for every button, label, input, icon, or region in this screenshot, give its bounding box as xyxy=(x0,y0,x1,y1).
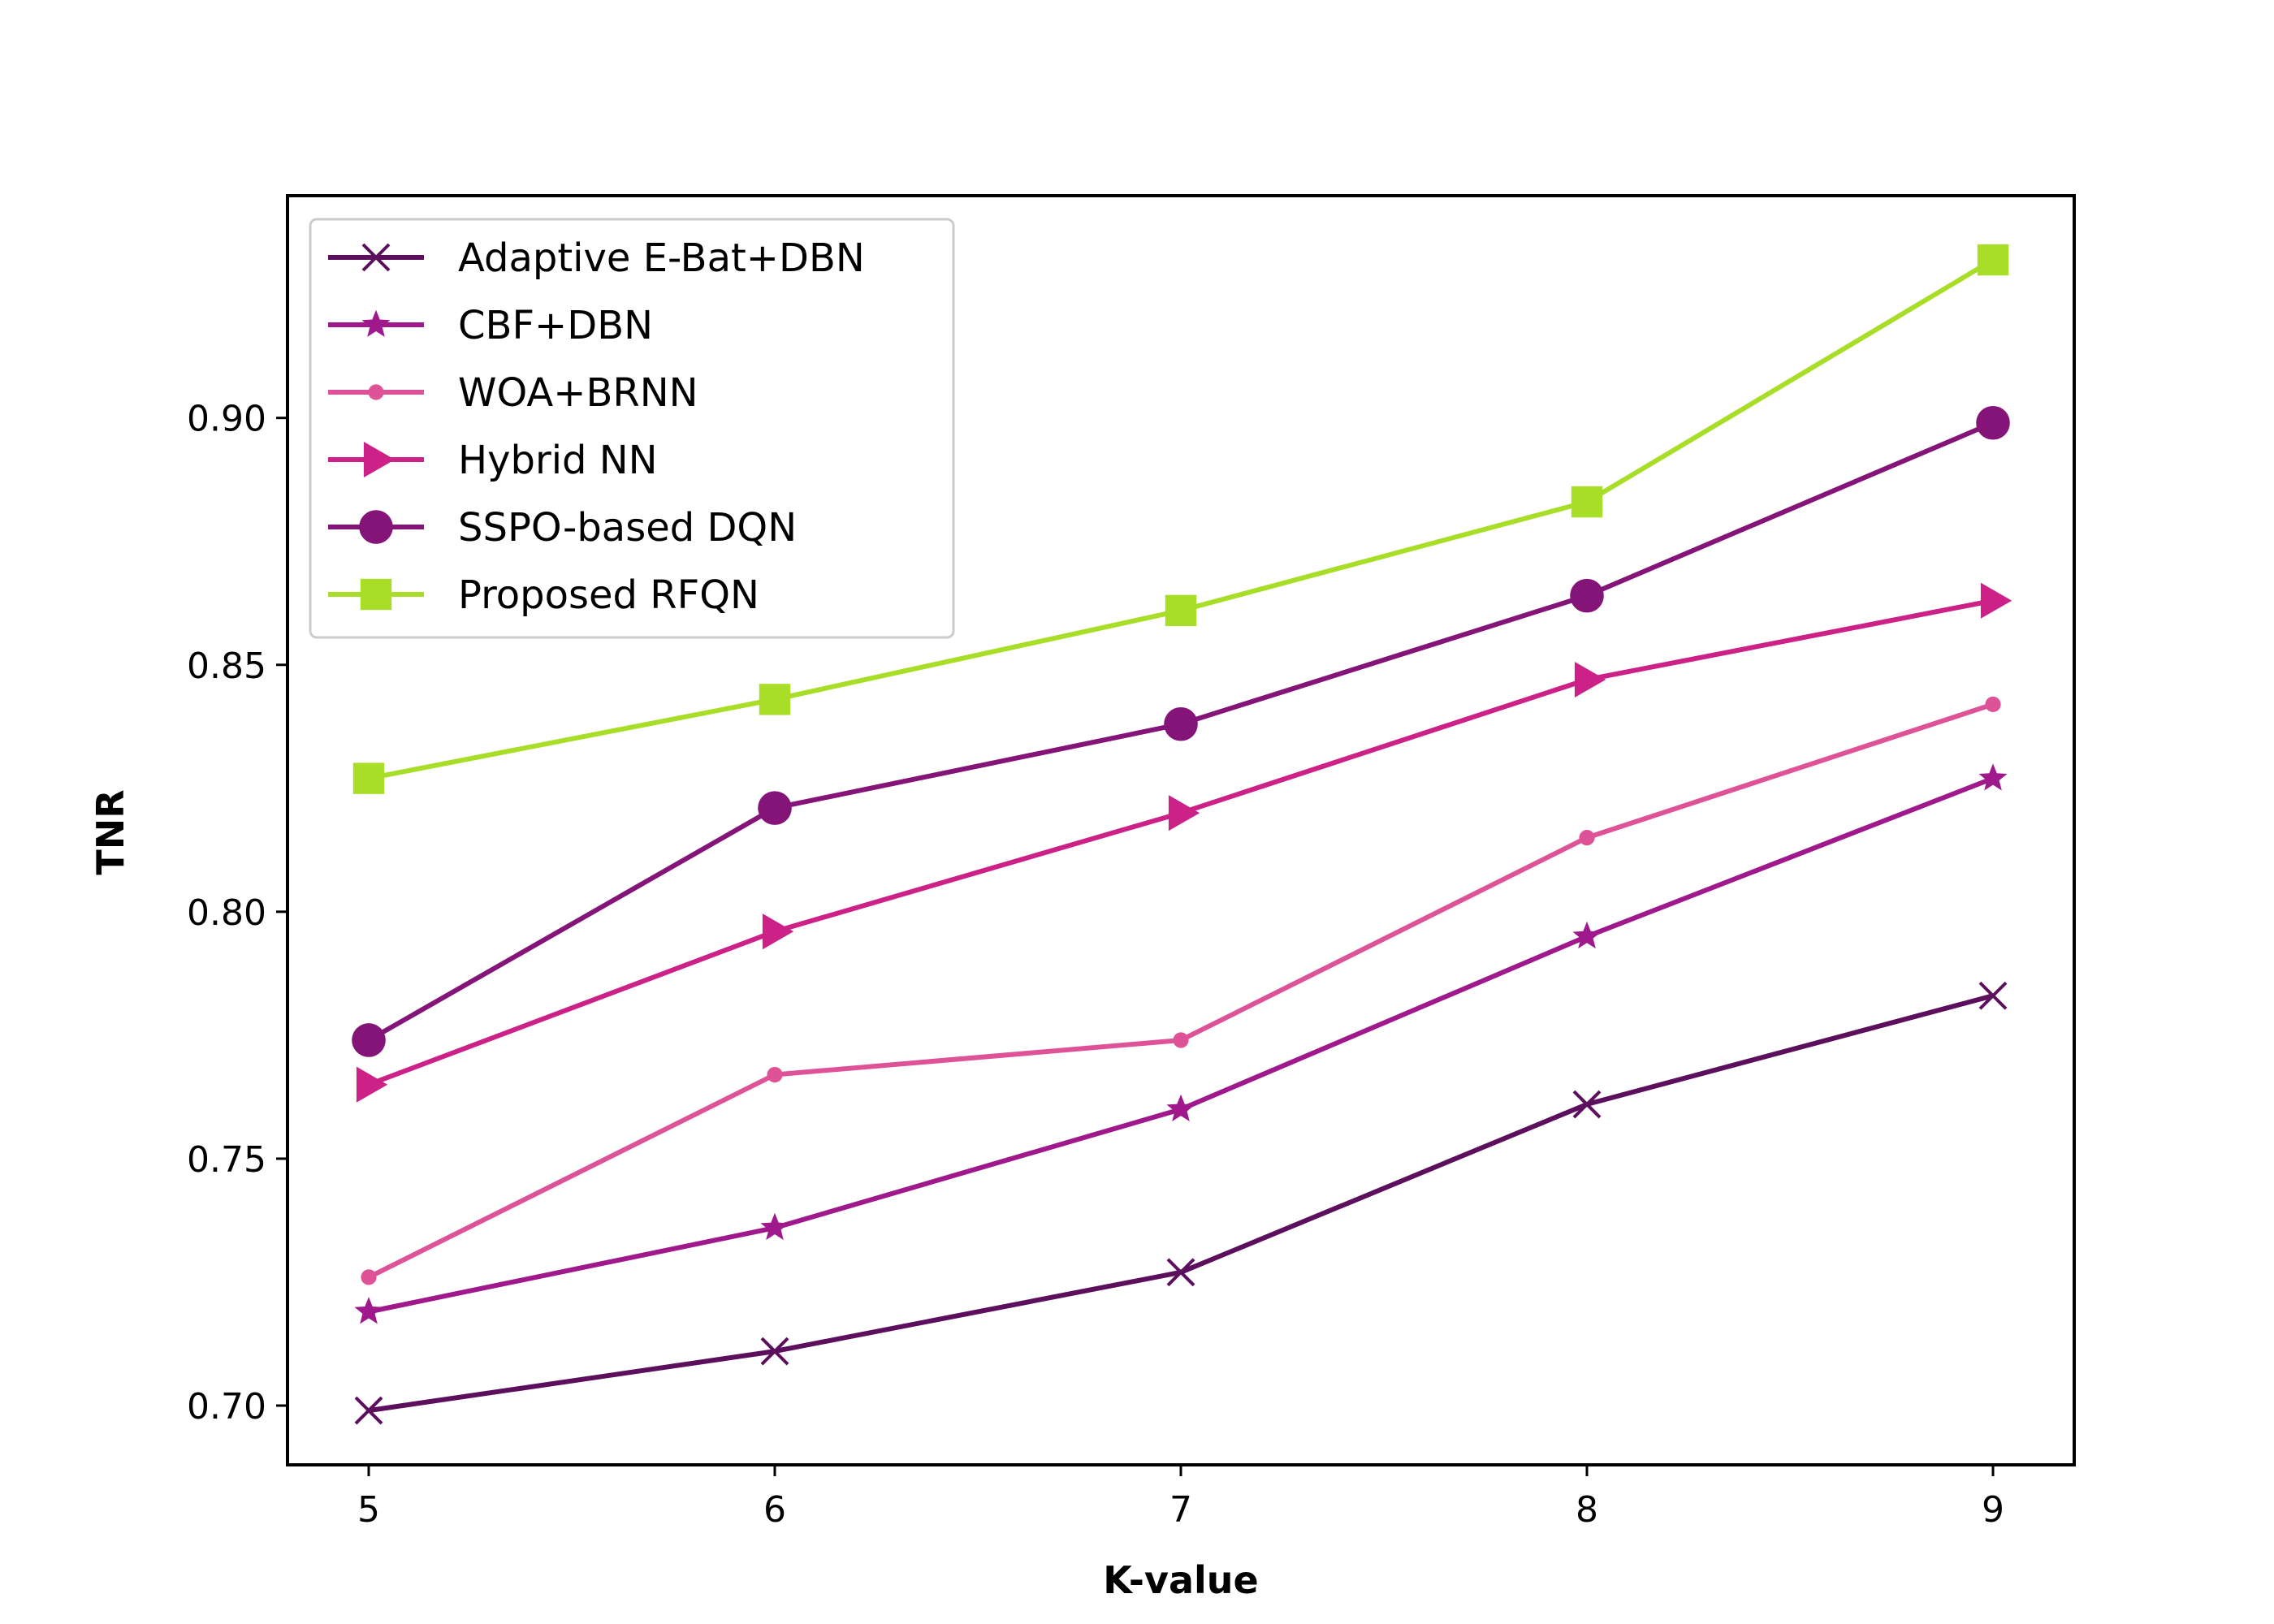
x-tick-label: 7 xyxy=(1169,1489,1192,1531)
series-hybrid-nn xyxy=(356,582,2012,1103)
data-point-proposed-rfqn-5 xyxy=(352,762,385,794)
legend-item-cbf-dbn: CBF+DBN xyxy=(328,303,653,348)
series-adaptive-e-bat-dbn xyxy=(354,981,2008,1425)
legend-label: CBF+DBN xyxy=(458,303,653,348)
data-point-sspo-based-dqn-9 xyxy=(1976,405,2010,440)
data-point-sspo-based-dqn-8 xyxy=(1570,578,1604,613)
series-proposed-rfqn xyxy=(352,244,2009,794)
data-point-hybrid-nn-9 xyxy=(1980,582,2012,619)
data-point-hybrid-nn-5 xyxy=(356,1066,388,1103)
data-point-hybrid-nn-8 xyxy=(1574,661,1606,698)
y-tick-label: 0.80 xyxy=(187,892,266,934)
data-point-woa-brnn-8 xyxy=(1579,830,1595,846)
data-point-proposed-rfqn-8 xyxy=(1571,486,1603,518)
legend-label: Proposed RFQN xyxy=(458,572,759,618)
x-tick-label: 8 xyxy=(1576,1489,1598,1531)
series-woa-brnn xyxy=(361,696,2001,1285)
data-point-woa-brnn-5 xyxy=(361,1269,377,1285)
data-point-cbf-dbn-9 xyxy=(1978,763,2008,791)
data-point-proposed-rfqn-7 xyxy=(1165,594,1197,627)
series-sspo-based-dqn xyxy=(352,405,2010,1057)
y-tick-label: 0.85 xyxy=(187,646,266,687)
series-cbf-dbn xyxy=(354,763,2008,1324)
x-axis-label: K-value xyxy=(1103,1558,1258,1602)
legend-marker xyxy=(361,243,391,272)
data-point-cbf-dbn-7 xyxy=(1166,1094,1195,1121)
data-point-cbf-dbn-6 xyxy=(760,1212,789,1240)
data-point-adaptive-e-bat-dbn-8 xyxy=(1572,1090,1602,1119)
legend-marker xyxy=(360,578,392,611)
axis-ticks: 5 6 7 8 9 0.70 0.75 0.80 0.85 0.90 xyxy=(187,399,2004,1531)
y-axis-label: TNR xyxy=(89,789,132,875)
y-tick-label: 0.70 xyxy=(187,1386,266,1427)
data-point-woa-brnn-9 xyxy=(1985,696,2001,713)
data-point-adaptive-e-bat-dbn-7 xyxy=(1166,1258,1195,1287)
legend-label: Hybrid NN xyxy=(458,438,658,483)
legend-label: Adaptive E-Bat+DBN xyxy=(458,235,865,281)
data-point-woa-brnn-7 xyxy=(1173,1032,1189,1048)
data-point-proposed-rfqn-6 xyxy=(759,684,791,715)
legend-item-proposed-rfqn: Proposed RFQN xyxy=(328,572,759,618)
x-tick-label: 5 xyxy=(357,1489,380,1531)
data-point-sspo-based-dqn-5 xyxy=(352,1023,386,1057)
legend-marker xyxy=(368,384,384,400)
data-point-hybrid-nn-7 xyxy=(1168,795,1200,831)
legend-item-sspo-based-dqn: SSPO-based DQN xyxy=(328,505,797,551)
x-tick-label: 9 xyxy=(1982,1489,2004,1531)
legend-label: WOA+BRNN xyxy=(458,370,698,416)
data-point-adaptive-e-bat-dbn-5 xyxy=(354,1396,383,1425)
legend-item-woa-brnn: WOA+BRNN xyxy=(328,370,698,416)
legend-item-adaptive-e-bat-dbn: Adaptive E-Bat+DBN xyxy=(328,235,865,281)
y-tick-label: 0.90 xyxy=(187,399,266,440)
data-point-cbf-dbn-8 xyxy=(1572,921,1602,949)
data-point-cbf-dbn-5 xyxy=(354,1297,383,1324)
x-tick-label: 6 xyxy=(763,1489,786,1531)
data-point-adaptive-e-bat-dbn-9 xyxy=(1978,981,2008,1010)
legend-marker xyxy=(363,441,396,478)
legend-marker xyxy=(361,309,391,337)
data-point-hybrid-nn-6 xyxy=(762,914,794,950)
series-line-hybrid-nn xyxy=(367,598,1994,1087)
series-layer xyxy=(352,244,2012,1425)
y-tick-label: 0.75 xyxy=(187,1139,266,1181)
legend-item-hybrid-nn: Hybrid NN xyxy=(328,438,658,483)
legend-marker xyxy=(359,510,393,544)
data-point-adaptive-e-bat-dbn-6 xyxy=(760,1337,789,1366)
legend-box xyxy=(309,218,955,639)
series-line-adaptive-e-bat-dbn xyxy=(368,993,1994,1414)
data-point-proposed-rfqn-9 xyxy=(1977,244,2009,276)
data-point-woa-brnn-6 xyxy=(767,1066,783,1083)
data-point-sspo-based-dqn-6 xyxy=(758,791,792,825)
data-point-sspo-based-dqn-7 xyxy=(1164,706,1198,741)
legend-label: SSPO-based DQN xyxy=(458,505,797,551)
legend: Adaptive E-Bat+DBN CBF+DBN WOA+BRNN Hybrid … xyxy=(309,218,955,639)
